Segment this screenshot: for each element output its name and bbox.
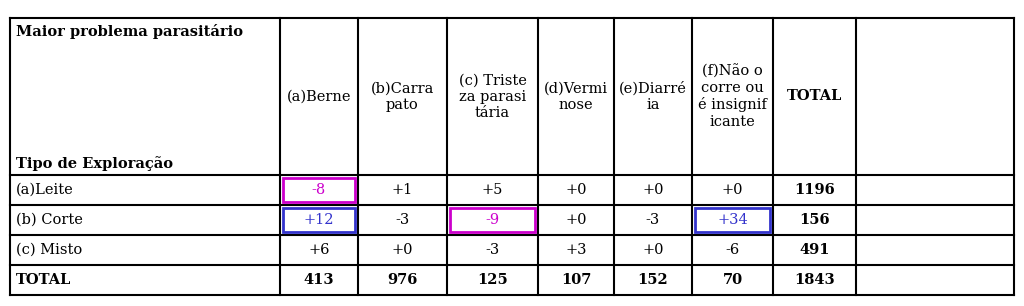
Text: (e)Diarré
ia: (e)Diarré ia (620, 81, 687, 112)
Text: +6: +6 (308, 243, 330, 257)
Text: +5: +5 (482, 183, 503, 197)
Text: 156: 156 (799, 213, 829, 227)
Text: Maior problema parasitário: Maior problema parasitário (16, 24, 243, 39)
Text: (a)Leite: (a)Leite (16, 183, 74, 197)
Bar (283, 178, 355, 202)
Bar (695, 208, 770, 232)
Text: +0: +0 (392, 243, 414, 257)
Text: (c) Misto: (c) Misto (16, 243, 82, 257)
Text: (b) Corte: (b) Corte (16, 213, 83, 227)
Text: -9: -9 (485, 213, 500, 227)
Text: -3: -3 (395, 213, 410, 227)
Text: +0: +0 (565, 213, 587, 227)
Text: +1: +1 (392, 183, 413, 197)
Text: (c) Triste
za parasi
tária: (c) Triste za parasi tária (459, 73, 526, 120)
Text: TOTAL: TOTAL (786, 89, 842, 103)
Text: 413: 413 (304, 273, 334, 287)
Bar (450, 208, 535, 232)
Text: -6: -6 (725, 243, 739, 257)
Text: 125: 125 (477, 273, 508, 287)
Text: (b)Carra
pato: (b)Carra pato (371, 81, 434, 112)
Text: 1196: 1196 (795, 183, 835, 197)
Text: (d)Vermi
nose: (d)Vermi nose (544, 81, 608, 112)
Text: -3: -3 (646, 213, 660, 227)
Text: +0: +0 (642, 243, 664, 257)
Text: +0: +0 (642, 183, 664, 197)
Text: +0: +0 (565, 183, 587, 197)
Text: 70: 70 (723, 273, 742, 287)
Text: +3: +3 (565, 243, 587, 257)
Text: (f)Não o
corre ou
é insignif
icante: (f)Não o corre ou é insignif icante (698, 65, 767, 129)
Bar (283, 208, 355, 232)
Text: 491: 491 (800, 243, 829, 257)
Text: -8: -8 (312, 183, 326, 197)
Text: -3: -3 (485, 243, 500, 257)
Text: +34: +34 (717, 213, 748, 227)
Text: (a)Berne: (a)Berne (287, 89, 351, 103)
Text: 152: 152 (638, 273, 669, 287)
Text: +0: +0 (722, 183, 743, 197)
Text: TOTAL: TOTAL (16, 273, 72, 287)
Text: 976: 976 (387, 273, 418, 287)
Text: +12: +12 (304, 213, 334, 227)
Text: Tipo de Exploração: Tipo de Exploração (16, 156, 173, 171)
Text: 107: 107 (561, 273, 591, 287)
Text: 1843: 1843 (795, 273, 835, 287)
